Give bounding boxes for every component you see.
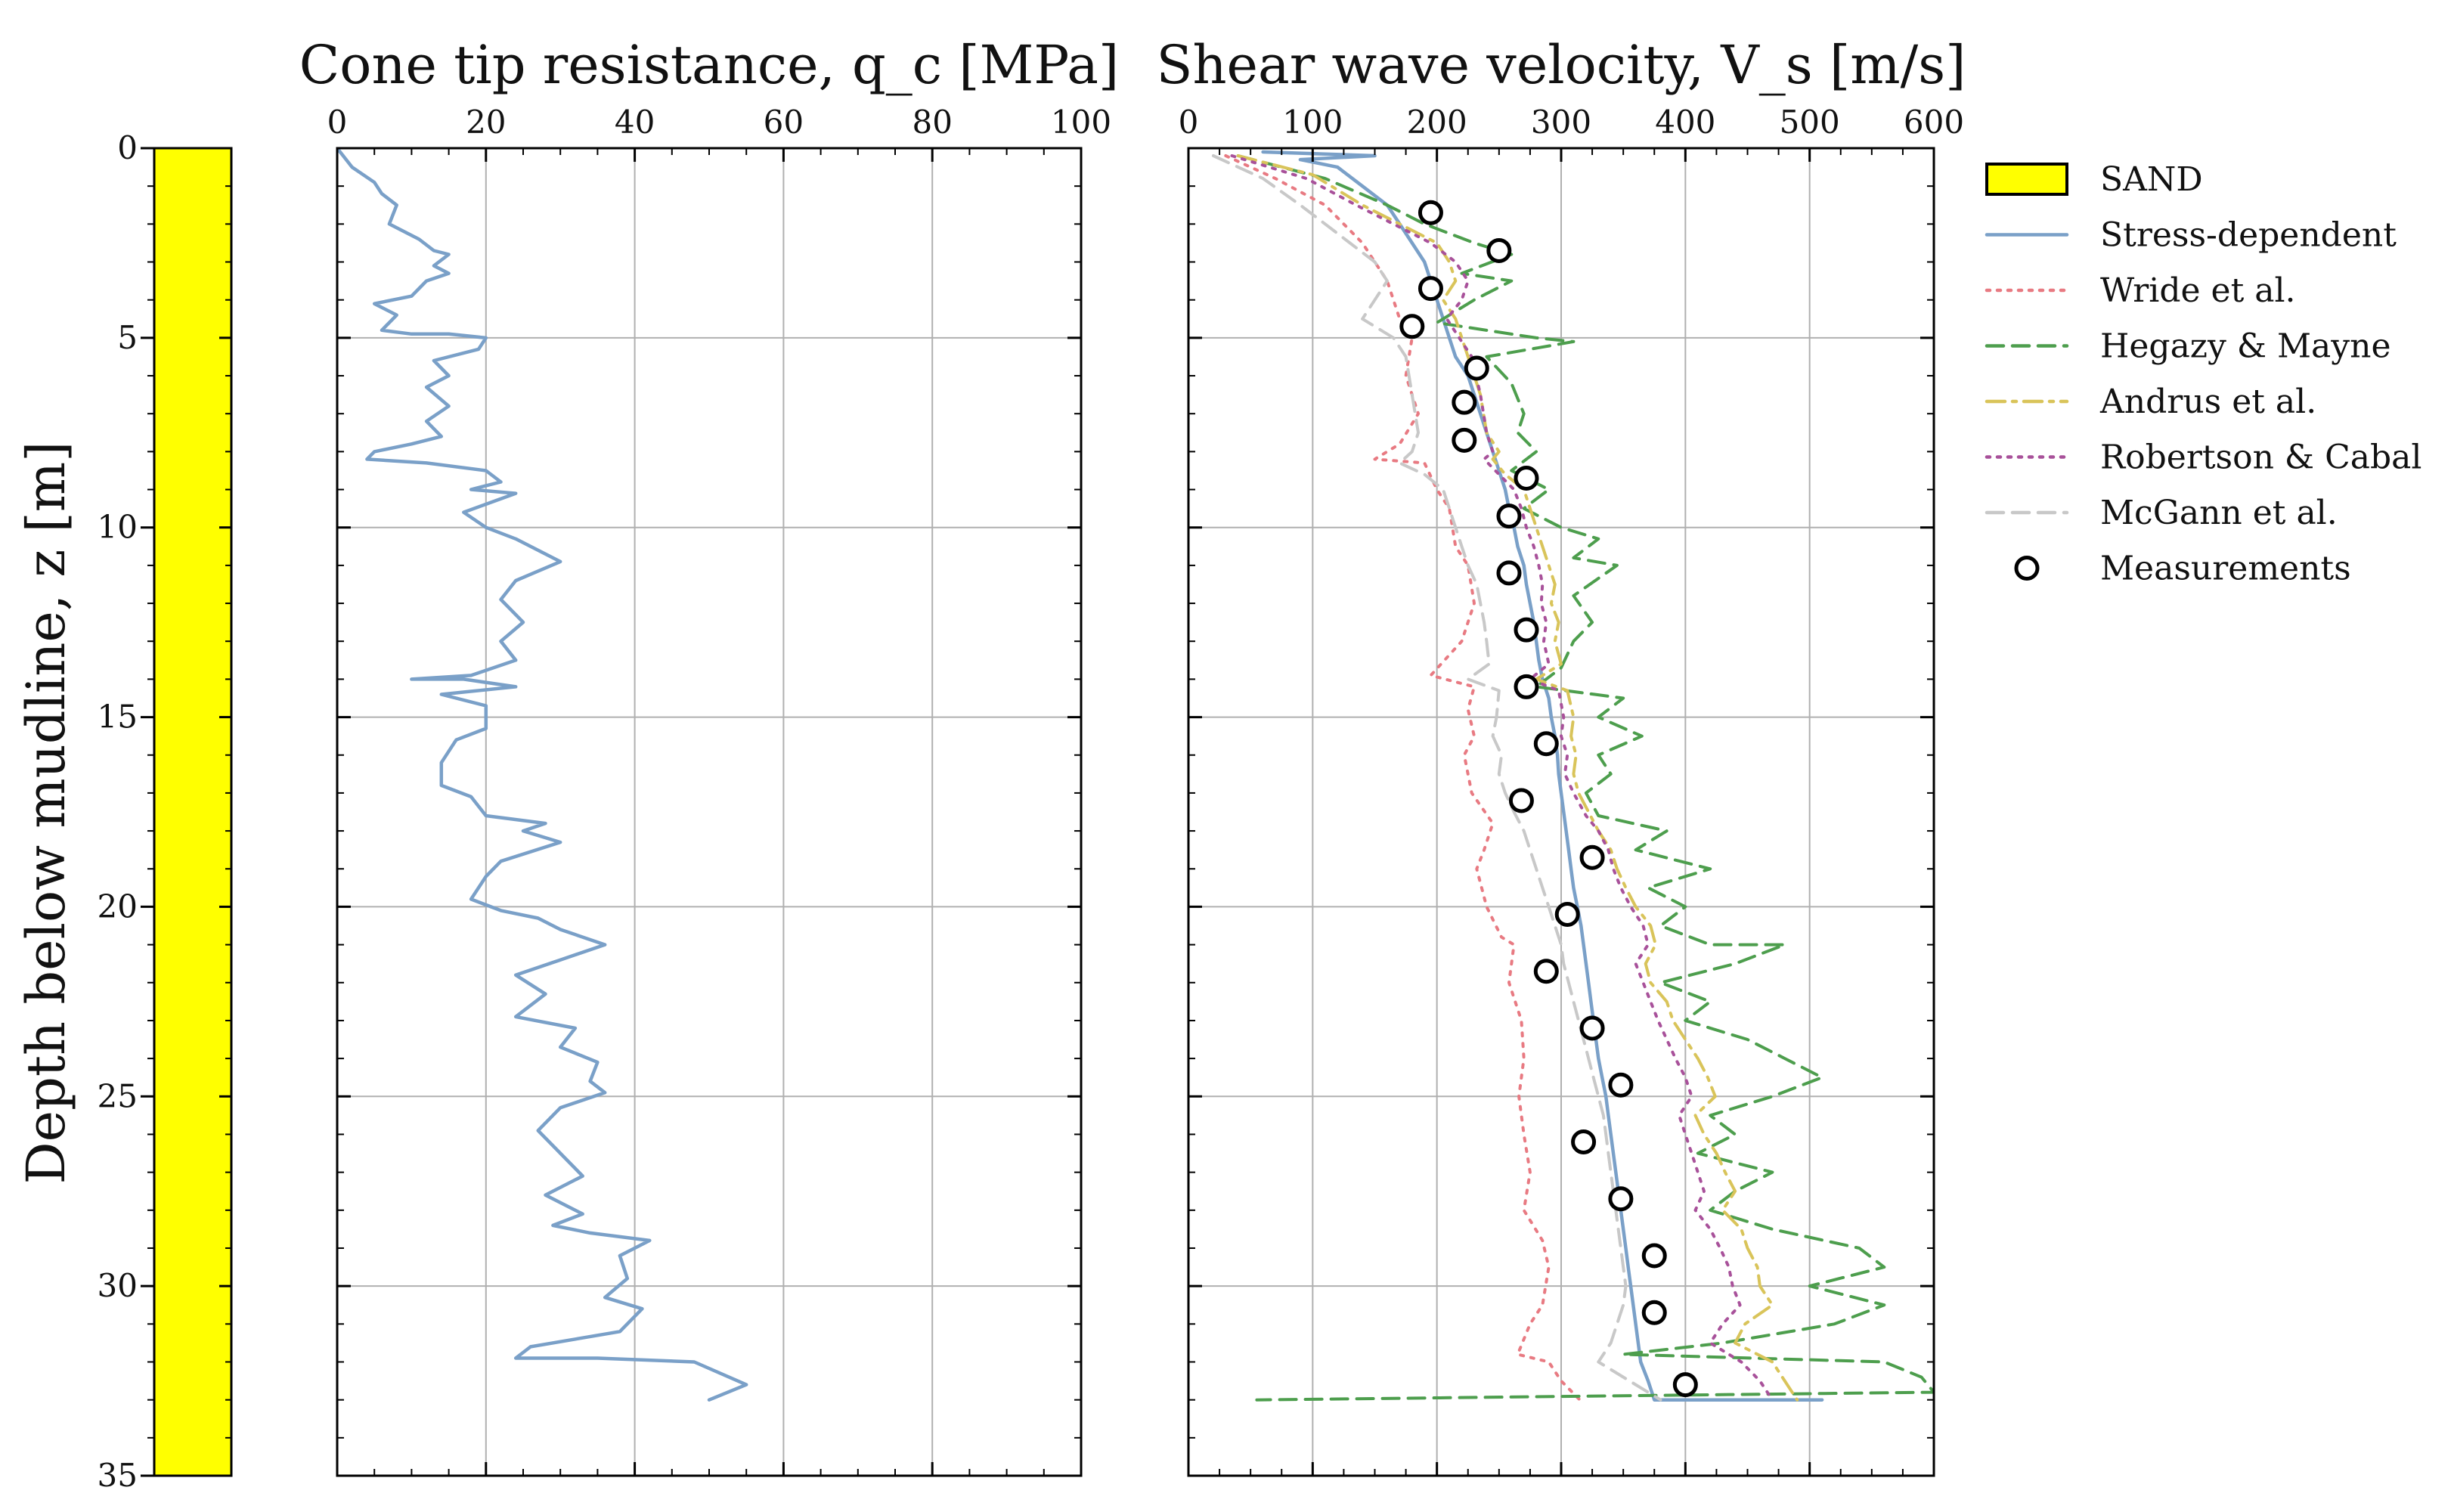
measurement-point [1608, 1186, 1634, 1212]
cone-resistance-panel: Cone tip resistance, q_c [MPa] 0 20 40 60 80… [299, 34, 1120, 1477]
x-tick-label: 400 [1655, 104, 1715, 141]
measurement-point [1514, 617, 1539, 643]
y-tick-label: 30 [98, 1267, 138, 1304]
x-tick-label: 100 [1282, 104, 1343, 141]
measurement-point [1579, 1015, 1605, 1041]
sand-layer-bar [153, 147, 233, 1477]
legend-label-mcgann: McGann et al. [2100, 494, 2338, 532]
measurement-point [1452, 427, 1477, 453]
legend-swatch-measurements [2014, 556, 2040, 581]
measurement-point [1641, 1243, 1667, 1269]
x-tick-label: 0 [1179, 104, 1199, 141]
measurement-point [1496, 503, 1522, 529]
measurement-point [1496, 560, 1522, 586]
soil-column-panel: 0 5 10 15 20 25 30 35 [98, 129, 233, 1494]
x-tick-label: 40 [615, 104, 655, 141]
series-group [337, 148, 748, 1402]
measurement-point [1514, 465, 1539, 491]
measurement-point [1514, 674, 1539, 699]
y-tick-label: 20 [98, 888, 138, 925]
x-tick-label: 0 [327, 104, 348, 141]
y-tick-label: 15 [98, 699, 138, 736]
series-line-hegazy [1236, 154, 1934, 1402]
y-axis-title: Depth below mudline, z [m] [15, 442, 77, 1185]
measurement-point [1579, 844, 1605, 870]
x-tick-label: 200 [1407, 104, 1467, 141]
legend-label-sand: SAND [2100, 160, 2203, 199]
measurement-point [1486, 237, 1512, 263]
x-tick-label: 20 [466, 104, 506, 141]
legend-swatch-sand [1985, 163, 2068, 196]
legend-label-robertson: Robertson & Cabal [2100, 438, 2421, 477]
measurement-point [1641, 1300, 1667, 1325]
x-tick-label: 600 [1904, 104, 1964, 141]
legend-label-hegazy: Hegazy & Mayne [2100, 327, 2391, 366]
measurement-point [1418, 276, 1443, 302]
shear-velocity-panel: Shear wave velocity, V_s [m/s] 0 100 200 30… [1157, 34, 1966, 1477]
measurement-point [1399, 314, 1425, 339]
series-line-wride [1224, 154, 1582, 1402]
legend-label-stress: Stress-dependent [2100, 216, 2397, 255]
y-tick-label: 0 [117, 129, 138, 166]
legend-label-andrus: Andrus et al. [2099, 383, 2316, 421]
x-tick-label: 500 [1780, 104, 1840, 141]
measurement-point [1452, 389, 1477, 415]
measurement-point [1464, 355, 1489, 381]
series-line-mcgann [1211, 154, 1662, 1402]
series-line-robertson [1230, 154, 1774, 1402]
measurement-point [1608, 1072, 1634, 1098]
y-tick-label: 35 [98, 1457, 138, 1494]
legend: SAND Stress-dependent Wride et al. Hegazy &… [1985, 160, 2421, 588]
measurement-point [1554, 901, 1580, 927]
y-tick-label: 25 [98, 1077, 138, 1114]
plot-frame [336, 147, 1083, 1477]
legend-label-measurements: Measurements [2100, 550, 2351, 588]
measurement-point [1672, 1372, 1698, 1398]
x-tick-label: 80 [912, 104, 952, 141]
legend-label-wride: Wride et al. [2100, 271, 2296, 310]
series-line-qc [337, 148, 748, 1402]
series-group [1211, 150, 1934, 1402]
vs-chart-title: Shear wave velocity, V_s [m/s] [1157, 34, 1966, 96]
measurement-point [1571, 1129, 1597, 1154]
measurement-point [1418, 200, 1443, 225]
y-tick-label: 10 [98, 509, 138, 546]
qc-chart-title: Cone tip resistance, q_c [MPa] [299, 34, 1120, 96]
y-tick-label: 5 [117, 319, 138, 356]
measurement-point [1508, 788, 1534, 813]
measurement-point [1533, 731, 1559, 757]
x-tick-label: 300 [1531, 104, 1591, 141]
x-tick-label: 60 [764, 104, 804, 141]
series-line-andrus [1236, 154, 1799, 1402]
x-tick-label: 100 [1051, 104, 1111, 141]
measurement-point [1533, 959, 1559, 984]
series-line-stress [1261, 150, 1824, 1402]
